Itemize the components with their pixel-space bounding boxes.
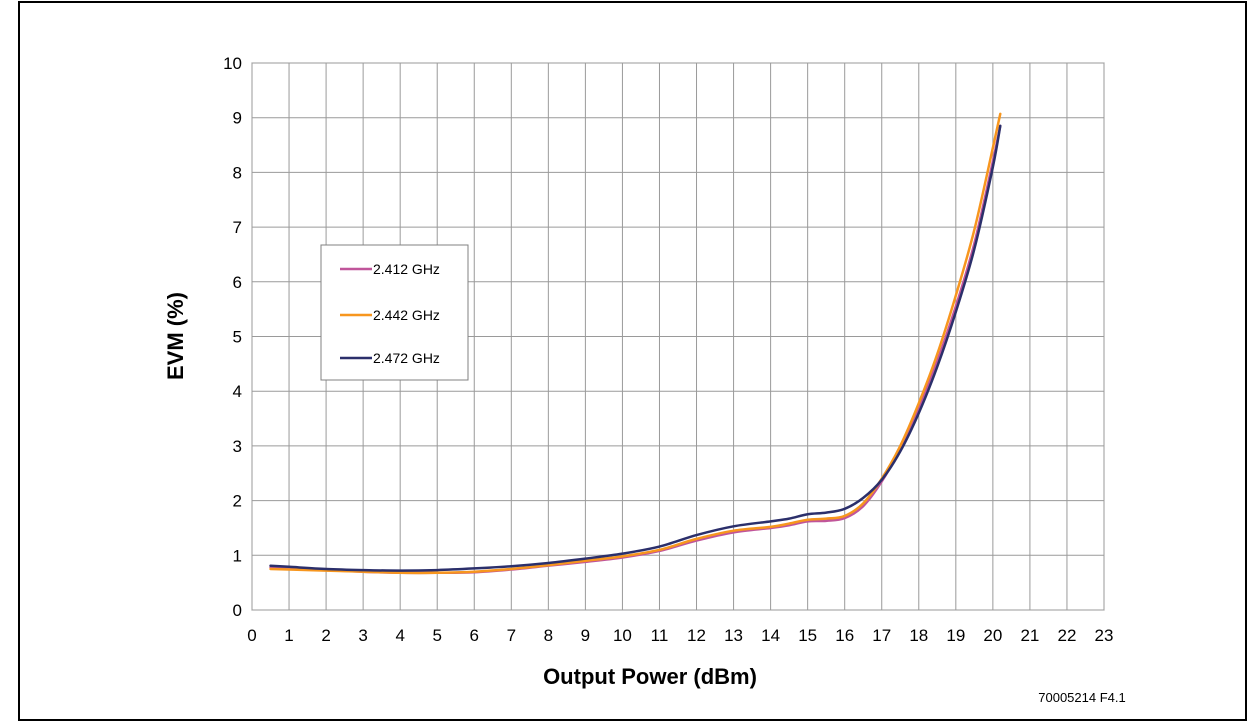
x-tick-label: 15 — [798, 626, 817, 645]
x-tick-label: 12 — [687, 626, 706, 645]
x-tick-label: 2 — [321, 626, 330, 645]
x-tick-label: 10 — [613, 626, 632, 645]
y-tick-label: 9 — [233, 109, 242, 128]
x-tick-label: 5 — [432, 626, 441, 645]
x-tick-label: 7 — [507, 626, 516, 645]
legend-label: 2.472 GHz — [373, 350, 440, 366]
x-tick-label: 19 — [946, 626, 965, 645]
y-axis-title: EVM (%) — [163, 292, 188, 380]
y-tick-label: 8 — [233, 163, 242, 182]
y-tick-label: 2 — [233, 492, 242, 511]
x-tick-label: 17 — [872, 626, 891, 645]
x-tick-label: 18 — [909, 626, 928, 645]
x-tick-label: 1 — [284, 626, 293, 645]
y-tick-label: 7 — [233, 218, 242, 237]
series-line-3 — [269, 124, 1002, 572]
y-tick-label: 10 — [223, 54, 242, 73]
legend: 2.412 GHz 2.442 GHz 2.472 GHz — [320, 244, 469, 381]
x-tick-label: 13 — [724, 626, 743, 645]
x-tick-label: 3 — [358, 626, 367, 645]
series-lines — [269, 112, 1002, 575]
x-tick-label: 0 — [247, 626, 256, 645]
legend-label: 2.442 GHz — [373, 307, 440, 323]
x-tick-label: 4 — [395, 626, 404, 645]
x-tick-label: 9 — [581, 626, 590, 645]
y-tick-label: 3 — [233, 437, 242, 456]
x-tick-label: 23 — [1095, 626, 1114, 645]
x-axis-title: Output Power (dBm) — [543, 664, 757, 689]
x-tick-label: 20 — [983, 626, 1002, 645]
figure-id: 70005214 F4.1 — [1038, 690, 1125, 705]
x-tick-label: 6 — [470, 626, 479, 645]
x-tick-label: 22 — [1057, 626, 1076, 645]
x-tick-label: 21 — [1020, 626, 1039, 645]
y-tick-label: 5 — [233, 328, 242, 347]
y-tick-label: 6 — [233, 273, 242, 292]
series-line-2 — [269, 112, 1002, 575]
y-tick-label: 1 — [233, 546, 242, 565]
y-tick-label: 4 — [233, 382, 242, 401]
x-tick-labels: 0 1 2 3 4 5 6 7 8 9 10 11 12 13 14 15 16 17 18 19 20 21 22 23 — [247, 626, 1113, 645]
legend-label: 2.412 GHz — [373, 261, 440, 277]
x-tick-label: 14 — [761, 626, 780, 645]
y-tick-label: 0 — [233, 601, 242, 620]
x-tick-label: 8 — [544, 626, 553, 645]
x-tick-label: 16 — [835, 626, 854, 645]
y-tick-labels: 0 1 2 3 4 5 6 7 8 9 10 — [223, 54, 242, 620]
x-tick-label: 11 — [651, 626, 669, 645]
